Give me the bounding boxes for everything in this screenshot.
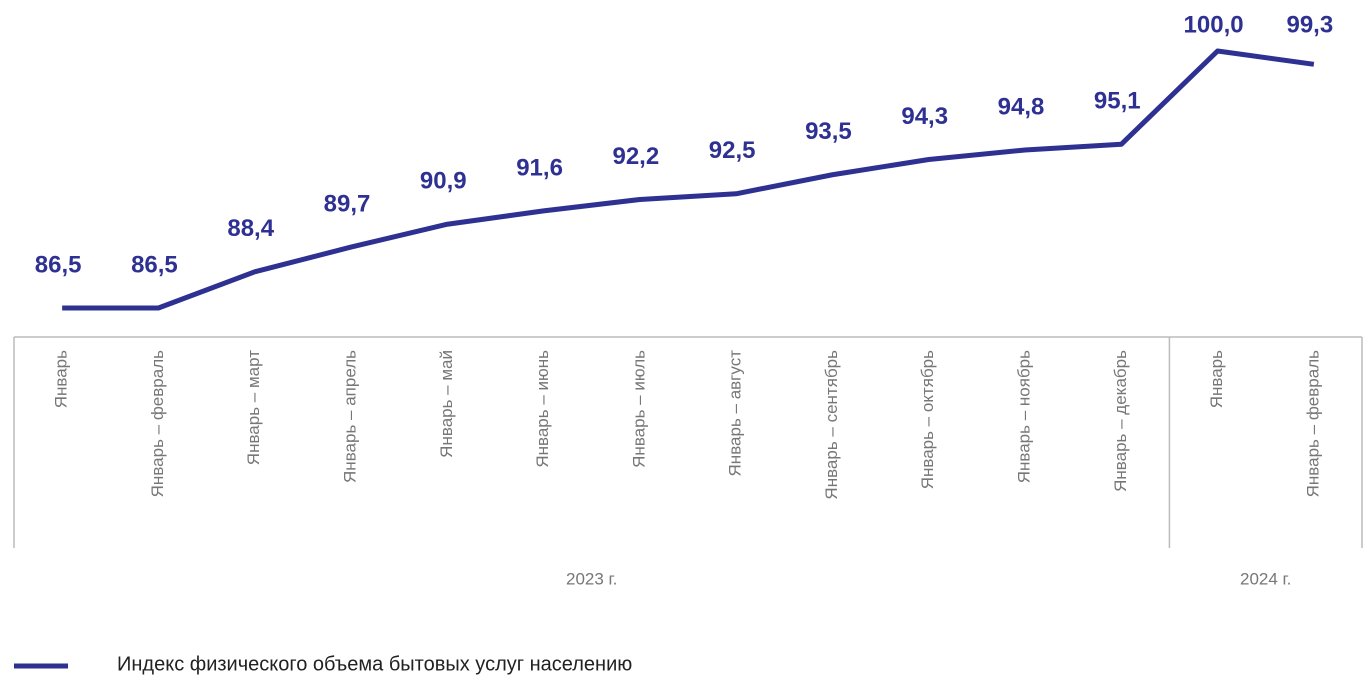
data-label: 93,5 bbox=[805, 118, 852, 145]
x-tick-label: Январь – февраль bbox=[1303, 350, 1322, 497]
data-label: 91,6 bbox=[516, 154, 563, 181]
data-label: 92,2 bbox=[612, 143, 659, 170]
data-label: 95,1 bbox=[1094, 88, 1141, 115]
x-tick-label: Январь – декабрь bbox=[1111, 350, 1130, 492]
data-label: 86,5 bbox=[35, 251, 82, 278]
data-label: 89,7 bbox=[324, 190, 371, 217]
x-tick-label: Январь – март bbox=[244, 350, 263, 465]
data-label: 92,5 bbox=[709, 137, 756, 164]
x-tick-label: Январь – апрель bbox=[340, 350, 359, 483]
legend-label: Индекс физического объема бытовых услуг … bbox=[117, 653, 632, 675]
x-tick-label: Январь bbox=[1207, 350, 1226, 408]
series-line bbox=[62, 48, 1315, 311]
x-tick-label: Январь – сентябрь bbox=[822, 350, 841, 500]
data-label: 99,3 bbox=[1286, 11, 1333, 38]
x-tick-label: Январь – август bbox=[726, 350, 745, 477]
data-label: 86,5 bbox=[131, 251, 178, 278]
x-tick-label: Январь – октябрь bbox=[918, 350, 937, 489]
group-label: 2024 г. bbox=[1240, 569, 1291, 588]
data-label: 94,3 bbox=[901, 103, 948, 130]
data-label: 94,8 bbox=[998, 93, 1045, 120]
x-tick-label: Январь – июль bbox=[629, 350, 648, 468]
data-label: 88,4 bbox=[227, 215, 274, 242]
x-tick-label: Январь – май bbox=[437, 350, 456, 458]
data-label: 100,0 bbox=[1184, 11, 1244, 38]
x-tick-label: Январь – февраль bbox=[148, 350, 167, 497]
group-label: 2023 г. bbox=[566, 569, 617, 588]
x-tick-label: Январь bbox=[52, 350, 71, 408]
x-tick-label: Январь – июнь bbox=[533, 350, 552, 468]
x-tick-label: Январь – ноябрь bbox=[1014, 350, 1033, 483]
data-label: 90,9 bbox=[420, 168, 467, 195]
